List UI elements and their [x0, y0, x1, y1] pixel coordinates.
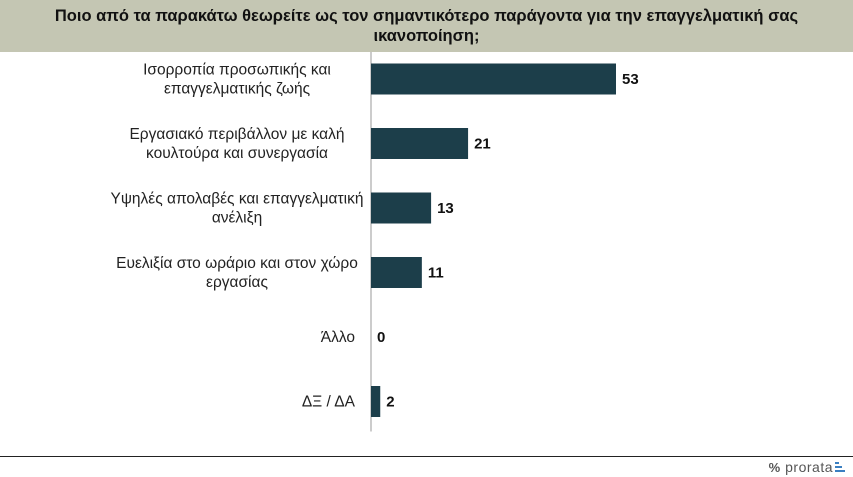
logo-percent-icon: %	[768, 459, 781, 475]
prorata-logo: % prorata	[769, 458, 845, 476]
bar-chart: 53 Ισορροπία προσωπικής και επαγγελματικής…	[111, 52, 639, 432]
bar	[371, 386, 381, 417]
category-label: Ευελιξία στο ωράριο και στον χώρο εργασία…	[116, 255, 358, 291]
bar-value-label: 2	[386, 394, 394, 411]
category-label: Ισορροπία προσωπικής και επαγγελματικής ζ…	[143, 62, 331, 98]
bar	[371, 192, 432, 224]
logo-text: prorata	[785, 459, 833, 475]
bar-value-label: 53	[622, 71, 639, 88]
bar-value-label: 0	[377, 329, 385, 346]
bar-value-label: 21	[474, 136, 491, 153]
bar	[371, 128, 469, 159]
category-label: Υψηλές απολαβές και επαγγελματική ανέλιξη	[111, 191, 364, 227]
category-label: Άλλο	[321, 329, 355, 346]
bar-value-label: 11	[428, 265, 444, 282]
bar	[371, 63, 616, 95]
chart-title: Ποιο από τα παρακάτω θεωρείτε ως τον σημ…	[54, 7, 799, 45]
bar	[371, 257, 422, 288]
chart-title-bar: Ποιο από τα παρακάτω θεωρείτε ως τον σημ…	[0, 0, 853, 52]
logo-bars-icon	[835, 461, 845, 473]
category-label: Εργασιακό περιβάλλον με καλή κουλτούρα κα…	[129, 126, 344, 162]
bar-value-label: 13	[437, 200, 454, 217]
footer-divider	[0, 456, 853, 457]
category-label: ΔΞ / ΔΑ	[302, 394, 356, 411]
